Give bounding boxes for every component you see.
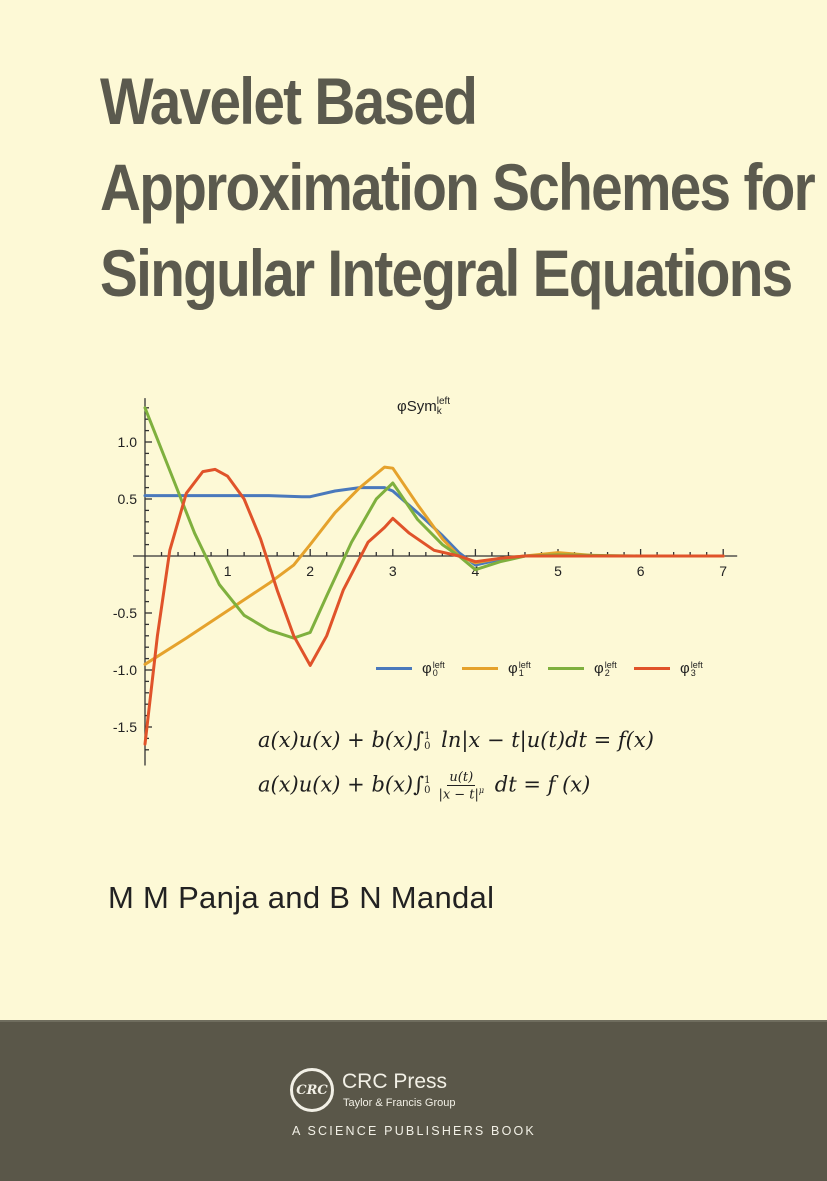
chart-legend: φ left 0 φ left 1 φ left 2 φ left 3 [376, 660, 720, 678]
legend-swatch [548, 667, 584, 671]
y-tick-label: 1.0 [118, 434, 138, 450]
publisher-name: CRC Press [342, 1070, 448, 1093]
series-line-phi2 [143, 406, 725, 640]
series-line-phi3 [143, 467, 725, 746]
y-tick-label: -1.5 [113, 719, 137, 735]
title-line-2: Approximation Schemes for [100, 150, 816, 224]
x-tick-label: 5 [554, 563, 562, 579]
x-tick-label: 2 [306, 563, 314, 579]
equation-abel-kernel: a(x)u(x) + b(x)∫ 1 0 u(t) |x − t|μ dt = f (x… [258, 770, 591, 803]
publisher-tagline: A SCIENCE PUBLISHERS BOOK [292, 1124, 536, 1138]
book-title: Wavelet Based Approximation Schemes for … [100, 58, 816, 316]
crc-logo-icon: CRC [290, 1068, 334, 1112]
x-tick-label: 7 [719, 563, 727, 579]
y-tick-label: 0.5 [118, 491, 138, 507]
equation-log-kernel: a(x)u(x) + b(x)∫ 1 0 ln|x − t|u(t)dt = f(x… [258, 728, 654, 752]
legend-swatch [376, 667, 412, 671]
publisher-footer [0, 1020, 827, 1181]
x-tick-label: 6 [637, 563, 645, 579]
legend-item-phi2: φ left 2 [548, 660, 634, 678]
legend-item-phi0: φ left 0 [376, 660, 462, 678]
wavelet-chart: 1 2 3 4 5 6 71.00.5-0.5-1.0-1.5 [113, 398, 738, 766]
authors: M M Panja and B N Mandal [108, 880, 495, 915]
legend-swatch [634, 667, 670, 671]
chart-curves [143, 406, 725, 746]
legend-swatch [462, 667, 498, 671]
x-tick-label: 1 [224, 563, 232, 579]
title-line-3: Singular Integral Equations [100, 236, 793, 310]
legend-item-phi3: φ left 3 [634, 660, 720, 678]
title-line-1: Wavelet Based [100, 64, 478, 138]
x-tick-label: 3 [389, 563, 397, 579]
legend-item-phi1: φ left 1 [462, 660, 548, 678]
publisher-group: Taylor & Francis Group [343, 1097, 456, 1109]
y-tick-label: -0.5 [113, 605, 137, 621]
chart-title: φSym left k [397, 396, 451, 417]
y-tick-label: -1.0 [113, 662, 137, 678]
chart-axes: 1 2 3 4 5 6 71.00.5-0.5-1.0-1.5 [113, 398, 738, 766]
